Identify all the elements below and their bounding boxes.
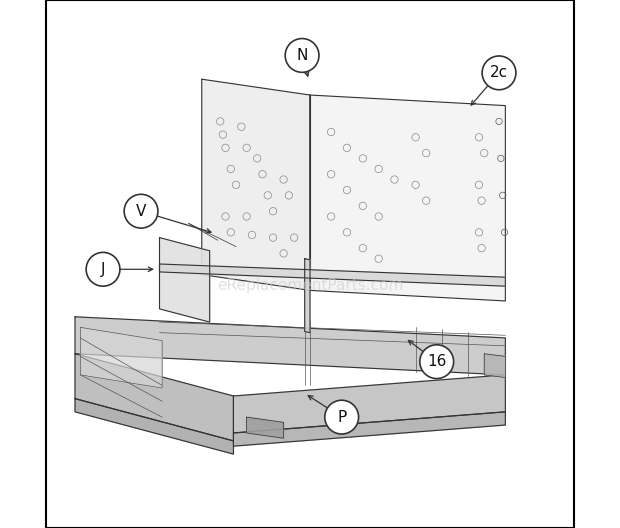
Text: 16: 16 (427, 354, 446, 369)
Circle shape (325, 400, 358, 434)
Polygon shape (81, 327, 162, 388)
Polygon shape (234, 412, 505, 446)
Text: N: N (296, 48, 308, 63)
Polygon shape (484, 354, 505, 378)
Polygon shape (234, 375, 505, 433)
Polygon shape (75, 317, 505, 375)
Circle shape (86, 252, 120, 286)
Text: J: J (101, 262, 105, 277)
Polygon shape (247, 417, 283, 438)
Circle shape (124, 194, 158, 228)
Circle shape (420, 345, 454, 379)
Polygon shape (159, 264, 505, 286)
Polygon shape (75, 399, 234, 454)
Text: P: P (337, 410, 347, 425)
Polygon shape (202, 79, 310, 290)
Text: eReplacementParts.com: eReplacementParts.com (217, 278, 403, 293)
Polygon shape (75, 354, 234, 441)
Polygon shape (310, 95, 505, 301)
Polygon shape (159, 238, 210, 322)
Text: 2c: 2c (490, 65, 508, 80)
Circle shape (285, 39, 319, 72)
Text: V: V (136, 204, 146, 219)
Polygon shape (304, 259, 310, 333)
Circle shape (482, 56, 516, 90)
